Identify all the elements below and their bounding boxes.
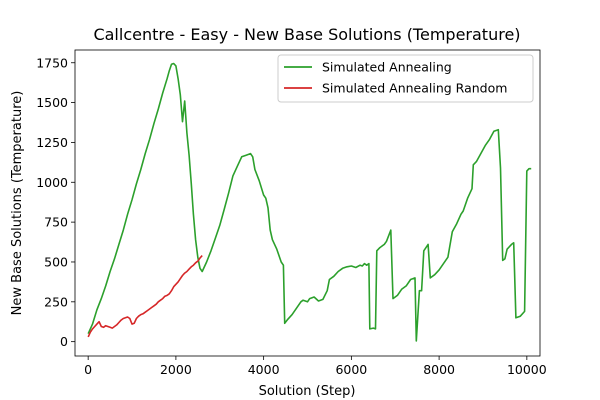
x-tick-label: 0 [84,362,92,377]
y-tick-label: 1750 [36,55,68,70]
y-tick-label: 0 [60,334,68,349]
y-tick-label: 1500 [36,95,68,110]
legend: Simulated Annealing Simulated Annealing R… [277,54,534,103]
x-tick-label: 8000 [423,362,455,377]
y-tick-label: 500 [44,254,68,269]
x-axis-title: Solution (Step) [259,384,356,399]
y-tick-label: 750 [44,215,68,230]
y-axis-title: New Base Solutions (Temperature) [10,91,25,316]
y-tick-label: 1250 [36,135,68,150]
series-line-simulated-annealing [87,62,532,342]
x-tick-label: 2000 [160,362,192,377]
x-tick-label: 10000 [507,362,547,377]
legend-box [277,54,534,103]
y-tick-label: 1000 [36,175,68,190]
y-tick-label: 250 [44,294,68,309]
legend-label-simulated-annealing-random: Simulated Annealing Random [322,81,507,96]
x-tick-label: 4000 [248,362,280,377]
legend-label-simulated-annealing: Simulated Annealing [322,60,452,75]
x-tick-label: 6000 [335,362,367,377]
axes-frame [74,49,541,357]
series-line-simulated-annealing-random [87,255,203,338]
plot-area: 0 2000 4000 6000 8000 10000 0 250 500 750 1000 1250… [36,49,547,377]
chart-title: Callcentre - Easy - New Base Solutions (… [93,25,520,44]
